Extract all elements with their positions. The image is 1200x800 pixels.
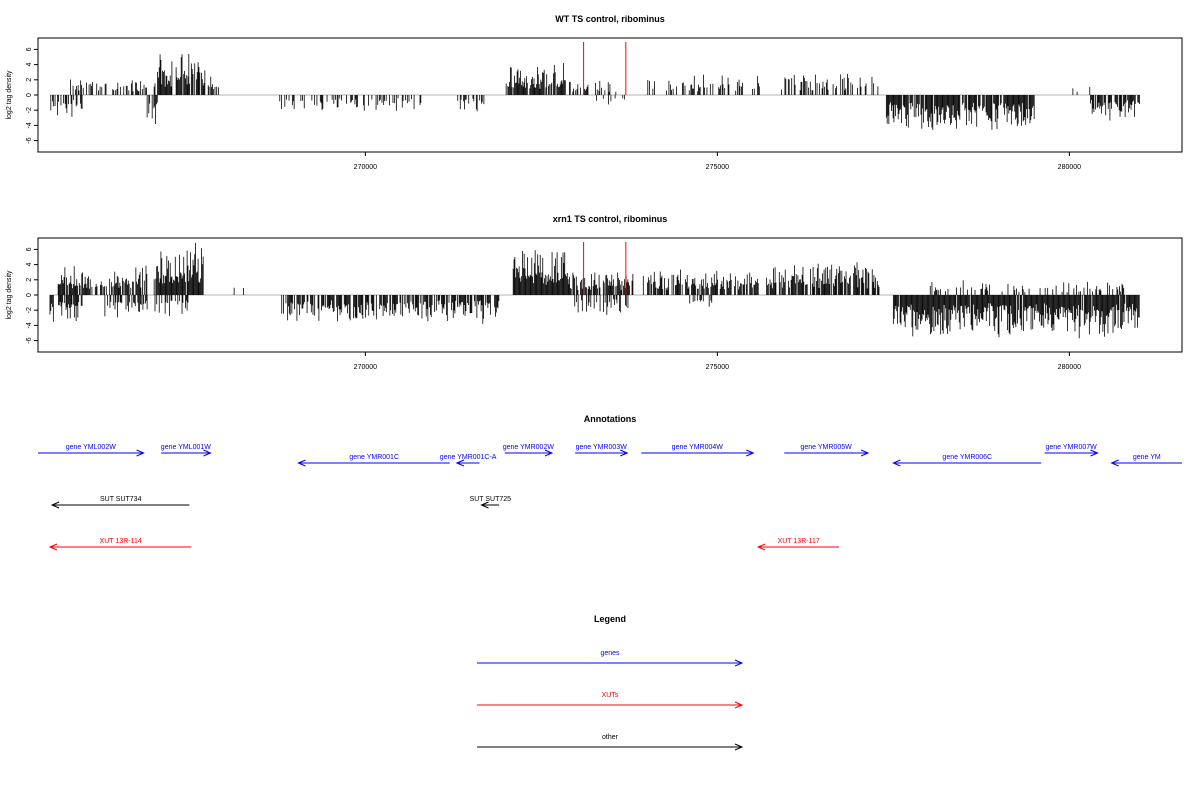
- feature-arrowhead: [480, 501, 489, 509]
- annotation-items: gene YML002W gene YML001W gene YMR001C gene…: [38, 444, 1182, 551]
- y-tick-label: -4: [26, 122, 33, 128]
- feature-label: gene YM: [1133, 454, 1161, 461]
- feature-label: SUT SUT725: [470, 496, 512, 503]
- feature-label: gene YMR003W: [576, 444, 628, 451]
- y-tick-label: 4: [26, 63, 33, 67]
- feature-arrowhead: [50, 501, 60, 509]
- marker-lines: [583, 42, 627, 95]
- feature-arrowhead: [860, 449, 870, 457]
- y-tick-label: 6: [26, 47, 33, 51]
- feature-arrowhead: [48, 543, 58, 551]
- feature-label: XUT 13R-117: [778, 538, 820, 545]
- feature-arrowhead: [297, 459, 306, 467]
- marker-lines: [583, 242, 627, 295]
- legend-label: other: [602, 734, 619, 741]
- legend-entry: XUTs: [477, 692, 744, 709]
- feature-arrowhead: [544, 449, 554, 457]
- annotation-feature: XUT 13R-117: [756, 538, 840, 551]
- feature-arrowhead: [746, 449, 755, 457]
- x-tick-label: 275000: [706, 364, 729, 371]
- x-tick-label: 275000: [706, 164, 729, 171]
- feature-label: gene YMR001C: [349, 454, 399, 461]
- annotation-feature: SUT SUT734: [50, 496, 190, 509]
- feature-arrowhead: [1090, 449, 1099, 457]
- bar-series: [49, 242, 1140, 339]
- y-axis: -6 -4 -2 0 2 4 6: [26, 247, 38, 344]
- legend-entry: genes: [477, 650, 744, 667]
- y-tick-label: 0: [26, 93, 33, 97]
- legend-title: Legend: [594, 614, 626, 624]
- annotation-feature: gene YMR001C: [297, 454, 450, 467]
- legend-label: genes: [600, 650, 620, 657]
- legend-items: genes XUTs other: [477, 650, 744, 751]
- x-tick-label: 280000: [1058, 364, 1081, 371]
- bar-series: [49, 54, 1140, 130]
- feature-label: gene YMR001C-A: [440, 454, 497, 461]
- feature-label: XUT 13R-114: [100, 538, 142, 545]
- panel-wt-ts-control: WT TS control, ribominus log2 tag densit…: [6, 14, 1183, 171]
- annotation-feature: gene YML001W: [161, 444, 212, 457]
- annotation-feature: gene YM: [1110, 454, 1182, 467]
- legend-arrowhead: [734, 659, 744, 667]
- x-axis: 270000 275000 280000: [354, 352, 1081, 371]
- feature-label: gene YMR004W: [672, 444, 724, 451]
- legend-arrowhead: [734, 701, 744, 709]
- feature-arrowhead: [136, 449, 145, 457]
- feature-arrowhead: [1110, 459, 1119, 467]
- y-axis-label: log2 tag density: [6, 270, 13, 320]
- annotation-feature: gene YML002W: [38, 444, 145, 457]
- legend-entry: other: [477, 734, 744, 751]
- x-tick-label: 270000: [354, 364, 377, 371]
- feature-label: gene YMR005W: [801, 444, 853, 451]
- feature-arrowhead: [455, 459, 465, 467]
- annotation-feature: gene YMR004W: [641, 444, 755, 457]
- y-tick-label: 4: [26, 263, 33, 267]
- feature-label: gene YMR002W: [503, 444, 555, 451]
- y-axis: -6 -4 -2 0 2 4 6: [26, 47, 38, 144]
- y-tick-label: -6: [26, 137, 33, 143]
- y-tick-label: 0: [26, 293, 33, 297]
- y-tick-label: 2: [26, 278, 33, 282]
- panel-xrn1-ts-control: xrn1 TS control, ribominus log2 tag dens…: [6, 214, 1183, 371]
- feature-label: gene YML001W: [161, 444, 211, 451]
- annotation-feature: gene YMR005W: [784, 444, 870, 457]
- feature-arrowhead: [756, 543, 766, 551]
- y-tick-label: 2: [26, 78, 33, 82]
- annotation-feature: gene YMR006C: [892, 454, 1042, 467]
- annotation-feature: SUT SUT725: [470, 496, 512, 509]
- y-tick-label: -4: [26, 322, 33, 328]
- panel-title: xrn1 TS control, ribominus: [553, 214, 668, 224]
- y-tick-label: -6: [26, 337, 33, 343]
- feature-arrowhead: [203, 449, 212, 457]
- feature-arrowhead: [892, 459, 901, 467]
- feature-label: gene YML002W: [66, 444, 116, 451]
- annotation-feature: gene YMR007W: [1044, 444, 1099, 457]
- feature-label: gene YMR006C: [942, 454, 992, 461]
- y-tick-label: -2: [26, 307, 33, 313]
- x-tick-label: 280000: [1058, 164, 1081, 171]
- feature-arrowhead: [620, 449, 629, 457]
- legend-label: XUTs: [602, 692, 619, 699]
- annotation-feature: XUT 13R-114: [48, 538, 192, 551]
- legend: Legend genes XUTs other: [477, 614, 744, 751]
- y-tick-label: 6: [26, 247, 33, 251]
- x-tick-label: 270000: [354, 164, 377, 171]
- annotations-title: Annotations: [584, 414, 637, 424]
- annotations-track: Annotations gene YML002W gene YML001Wgene…: [38, 414, 1182, 551]
- feature-label: gene YMR007W: [1046, 444, 1098, 451]
- annotation-feature: gene YMR003W: [575, 444, 629, 457]
- legend-arrowhead: [734, 743, 744, 751]
- annotation-feature: gene YMR002W: [503, 444, 555, 457]
- annotation-feature: gene YMR001C-A: [440, 454, 497, 467]
- panel-title: WT TS control, ribominus: [555, 14, 665, 24]
- x-axis: 270000 275000 280000: [354, 152, 1081, 171]
- y-tick-label: -2: [26, 107, 33, 113]
- y-axis-label: log2 tag density: [6, 70, 13, 120]
- feature-label: SUT SUT734: [100, 496, 142, 503]
